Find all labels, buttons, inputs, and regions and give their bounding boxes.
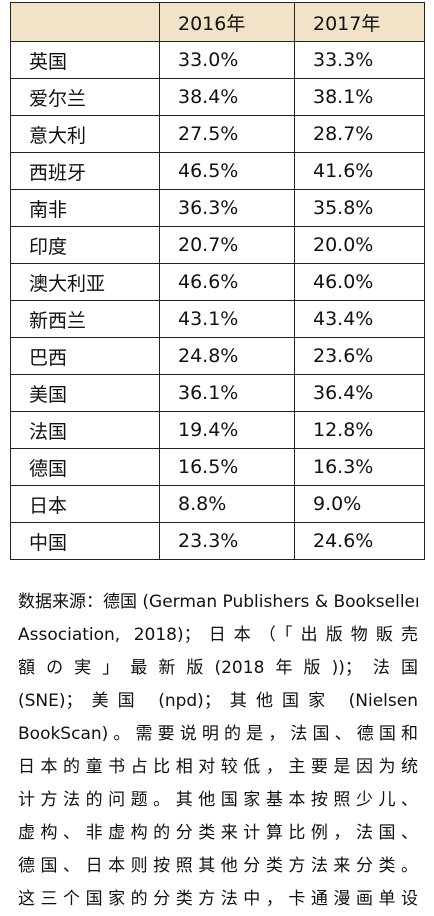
- table-row: 法国 19.4% 12.8%: [10, 411, 425, 449]
- value-cell: 38.4%: [159, 78, 295, 116]
- country-cell: 日本: [10, 485, 160, 523]
- value-cell: 28.7%: [294, 115, 425, 153]
- table-body: 英国 33.0% 33.3% 爱尔兰 38.4% 38.1% 意大利 27.5% 28.7% 西班…: [10, 41, 425, 560]
- value-cell: 33.3%: [294, 41, 425, 79]
- value-cell: 46.6%: [159, 263, 295, 301]
- header-cell: 2016年: [159, 2, 295, 42]
- value-cell: 33.0%: [159, 41, 295, 79]
- value-cell: 23.3%: [159, 522, 295, 560]
- value-cell: 36.4%: [294, 374, 425, 412]
- table-row: 英国 33.0% 33.3%: [10, 41, 425, 79]
- country-cell: 爱尔兰: [10, 78, 160, 116]
- table-row: 澳大利亚 46.6% 46.0%: [10, 263, 425, 301]
- value-cell: 46.5%: [159, 152, 295, 190]
- table-row: 日本 8.8% 9.0%: [10, 485, 425, 523]
- value-cell: 36.3%: [159, 189, 295, 227]
- table-row: 西班牙 46.5% 41.6%: [10, 152, 425, 190]
- value-cell: 35.8%: [294, 189, 425, 227]
- value-cell: 20.0%: [294, 226, 425, 264]
- value-cell: 19.4%: [159, 411, 295, 449]
- value-cell: 27.5%: [159, 115, 295, 153]
- table-head: 2016年 2017年: [10, 2, 425, 42]
- table-row: 中国 23.3% 24.6%: [10, 522, 425, 560]
- note-line: 日本的童书占比相对较低，主要是因为统: [18, 757, 418, 777]
- note-line: 数据来源：德国 (German Publishers & Booksellers: [18, 592, 418, 612]
- value-cell: 36.1%: [159, 374, 295, 412]
- data-table: 2016年 2017年 英国 33.0% 33.3% 爱尔兰 38.4% 38.1% 意大利…: [10, 2, 425, 560]
- note-line: BookScan)。需要说明的是，法国、德国和: [18, 724, 418, 744]
- note-line: (SNE)；美国 (npd)；其他国家 (Nielsen: [18, 691, 418, 711]
- header-cell: [10, 2, 160, 42]
- table-row: 南非 36.3% 35.8%: [10, 189, 425, 227]
- country-cell: 西班牙: [10, 152, 160, 190]
- country-cell: 巴西: [10, 337, 160, 375]
- note-line: 德国、日本则按照其他分类方法来分类。: [18, 856, 418, 876]
- note-line: 虚构、非虚构的分类来计算比例，法国、: [18, 823, 418, 843]
- value-cell: 43.4%: [294, 300, 425, 338]
- country-cell: 中国: [10, 522, 160, 560]
- country-cell: 英国: [10, 41, 160, 79]
- page: Table {"table": { "header": ["2016年", "2…: [10, 2, 425, 909]
- value-cell: 24.8%: [159, 337, 295, 375]
- value-cell: 41.6%: [294, 152, 425, 190]
- table-row: 巴西 24.8% 23.6%: [10, 337, 425, 375]
- value-cell: 9.0%: [294, 485, 425, 523]
- page-body: 2016年 2017年 英国 33.0% 33.3% 爱尔兰 38.4% 38.1% 意大利…: [10, 2, 425, 909]
- note-line: 计方法的问题。其他国家基本按照少儿、: [18, 790, 418, 810]
- value-cell: 23.6%: [294, 337, 425, 375]
- value-cell: 12.8%: [294, 411, 425, 449]
- country-cell: 澳大利亚: [10, 263, 160, 301]
- country-cell: 南非: [10, 189, 160, 227]
- country-cell: 印度: [10, 226, 160, 264]
- value-cell: 20.7%: [159, 226, 295, 264]
- country-cell: 新西兰: [10, 300, 160, 338]
- table-row: 德国 16.5% 16.3%: [10, 448, 425, 486]
- value-cell: 38.1%: [294, 78, 425, 116]
- country-cell: 意大利: [10, 115, 160, 153]
- value-cell: 43.1%: [159, 300, 295, 338]
- country-cell: 美国: [10, 374, 160, 412]
- header-cell: 2017年: [294, 2, 425, 42]
- country-cell: 德国: [10, 448, 160, 486]
- source-note: 数据来源：德国 (German Publishers & Booksellers…: [18, 586, 418, 916]
- value-cell: 46.0%: [294, 263, 425, 301]
- note-line: 这三个国家的分类方法中，卡通漫画单设: [18, 889, 418, 909]
- value-cell: 16.5%: [159, 448, 295, 486]
- table-row: 新西兰 43.1% 43.4%: [10, 300, 425, 338]
- table-row: 美国 36.1% 36.4%: [10, 374, 425, 412]
- header-row: 2016年 2017年: [10, 2, 425, 42]
- table-row: 爱尔兰 38.4% 38.1%: [10, 78, 425, 116]
- country-cell: 法国: [10, 411, 160, 449]
- value-cell: 16.3%: [294, 448, 425, 486]
- note-line: Association, 2018)；日本（「出版物販売: [18, 625, 418, 645]
- note-line: 額の実」最新版(2018年版))；法国: [18, 658, 418, 678]
- table-row: 印度 20.7% 20.0%: [10, 226, 425, 264]
- value-cell: 24.6%: [294, 522, 425, 560]
- value-cell: 8.8%: [159, 485, 295, 523]
- table-row: 意大利 27.5% 28.7%: [10, 115, 425, 153]
